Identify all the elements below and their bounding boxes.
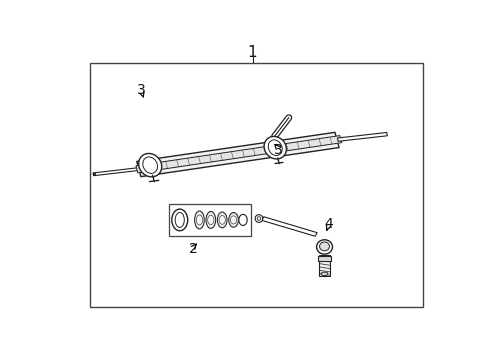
Polygon shape bbox=[261, 217, 317, 236]
Text: 4: 4 bbox=[324, 217, 332, 231]
Ellipse shape bbox=[217, 212, 226, 228]
Polygon shape bbox=[93, 168, 139, 176]
Polygon shape bbox=[337, 132, 386, 141]
Ellipse shape bbox=[175, 212, 184, 228]
Ellipse shape bbox=[321, 272, 327, 275]
Bar bbox=[317, 256, 331, 261]
Ellipse shape bbox=[319, 242, 329, 251]
Ellipse shape bbox=[228, 212, 238, 227]
Polygon shape bbox=[319, 255, 329, 276]
Ellipse shape bbox=[196, 215, 202, 225]
Text: 3: 3 bbox=[137, 83, 145, 97]
Ellipse shape bbox=[257, 217, 260, 220]
Ellipse shape bbox=[316, 240, 332, 254]
Text: 1: 1 bbox=[247, 45, 257, 59]
Ellipse shape bbox=[171, 209, 187, 231]
Bar bbox=[169, 204, 250, 236]
Polygon shape bbox=[137, 132, 338, 177]
Ellipse shape bbox=[219, 216, 225, 224]
Ellipse shape bbox=[207, 215, 214, 225]
Polygon shape bbox=[136, 136, 341, 173]
Ellipse shape bbox=[142, 157, 157, 174]
Ellipse shape bbox=[205, 211, 215, 228]
Text: 2: 2 bbox=[188, 242, 197, 256]
Bar bbox=[89, 63, 422, 307]
Ellipse shape bbox=[139, 153, 162, 177]
Ellipse shape bbox=[268, 140, 282, 156]
Text: 3: 3 bbox=[273, 143, 282, 157]
Ellipse shape bbox=[255, 215, 262, 222]
Ellipse shape bbox=[264, 136, 286, 159]
Ellipse shape bbox=[230, 216, 236, 224]
Ellipse shape bbox=[194, 211, 204, 229]
Ellipse shape bbox=[238, 214, 247, 225]
